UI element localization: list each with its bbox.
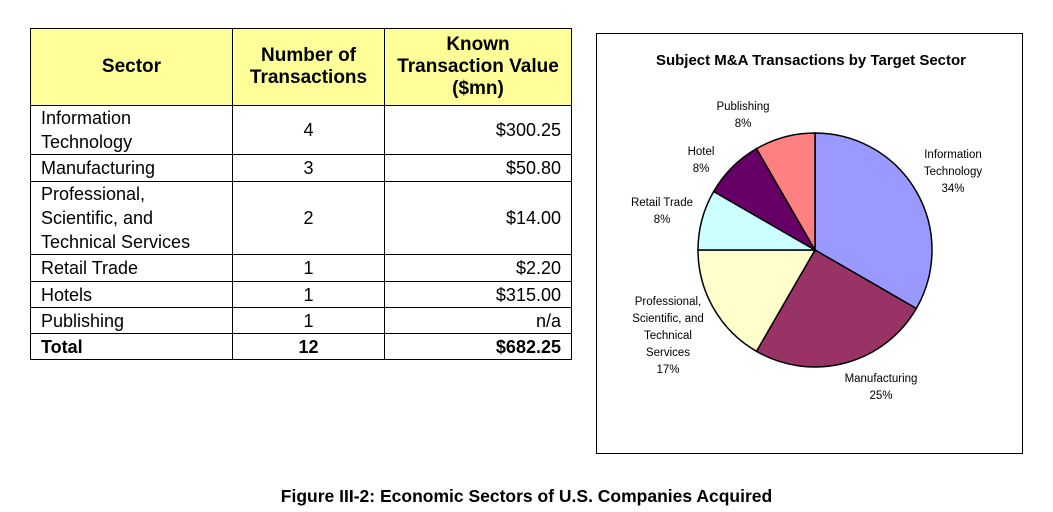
total-row: Total 12 $682.25: [30, 333, 572, 360]
slice-manufacturing: [755, 248, 918, 368]
row-value: $300.25: [384, 105, 572, 155]
row-value: $315.00: [384, 281, 572, 308]
row-sector: Retail Trade: [30, 254, 233, 282]
table-header-row: Sector Number of Transactions Known Tran…: [30, 28, 572, 106]
header-count: Number of Transactions: [232, 28, 385, 106]
slice-label: Information Technology 34%: [924, 149, 982, 195]
row-sector: Professional, Scientific, and Technical …: [30, 181, 233, 255]
row-count: 1: [232, 307, 385, 334]
row-sector: Manufacturing: [30, 154, 233, 182]
row-value: $50.80: [384, 154, 572, 182]
header-sector: Sector: [30, 28, 233, 106]
row-count: 1: [232, 254, 385, 282]
slice-label: Professional, Scientific, and Technical Ser…: [632, 296, 704, 376]
slice-label: Hotel 8%: [688, 146, 715, 175]
slice-professional-services: [697, 249, 817, 353]
row-value: n/a: [384, 307, 572, 334]
pie-chart: Information Technology 34% Manufacturing 25%…: [631, 101, 982, 402]
figure-caption: Figure III-2: Economic Sectors of U.S. C…: [280, 486, 773, 506]
table-row: Information Technology 4 $300.25: [30, 105, 572, 155]
row-count: 4: [232, 105, 385, 155]
table-row: Retail Trade 1 $2.20: [30, 254, 572, 282]
table-row: Professional, Scientific, and Technical …: [30, 181, 572, 255]
row-sector: Hotels: [30, 281, 233, 308]
slice-label: Retail Trade 8%: [631, 197, 693, 226]
sector-table: Sector Number of Transactions Known Tran…: [30, 28, 572, 360]
row-count: 3: [232, 154, 385, 182]
row-value: $14.00: [384, 181, 572, 255]
row-value: $2.20: [384, 254, 572, 282]
table-row: Publishing 1 n/a: [30, 307, 572, 334]
slice-publishing: [755, 132, 816, 253]
row-count: 2: [232, 181, 385, 255]
table-row: Hotels 1 $315.00: [30, 281, 572, 308]
total-count: 12: [232, 333, 385, 360]
table-row: Manufacturing 3 $50.80: [30, 154, 572, 182]
total-value: $682.25: [384, 333, 572, 360]
chart-title: Subject M&A Transactions by Target Secto…: [655, 52, 967, 69]
header-value: Known Transaction Value ($mn): [384, 28, 572, 106]
slice-label: Publishing 8%: [716, 101, 769, 130]
total-sector: Total: [30, 333, 233, 360]
slice-label: Manufacturing 25%: [845, 373, 918, 402]
row-count: 1: [232, 281, 385, 308]
pie-chart-frame: Subject M&A Transactions by Target Secto…: [596, 33, 1023, 454]
row-sector: Information Technology: [30, 105, 233, 155]
row-sector: Publishing: [30, 307, 233, 334]
slice-information-technology: [814, 132, 933, 310]
